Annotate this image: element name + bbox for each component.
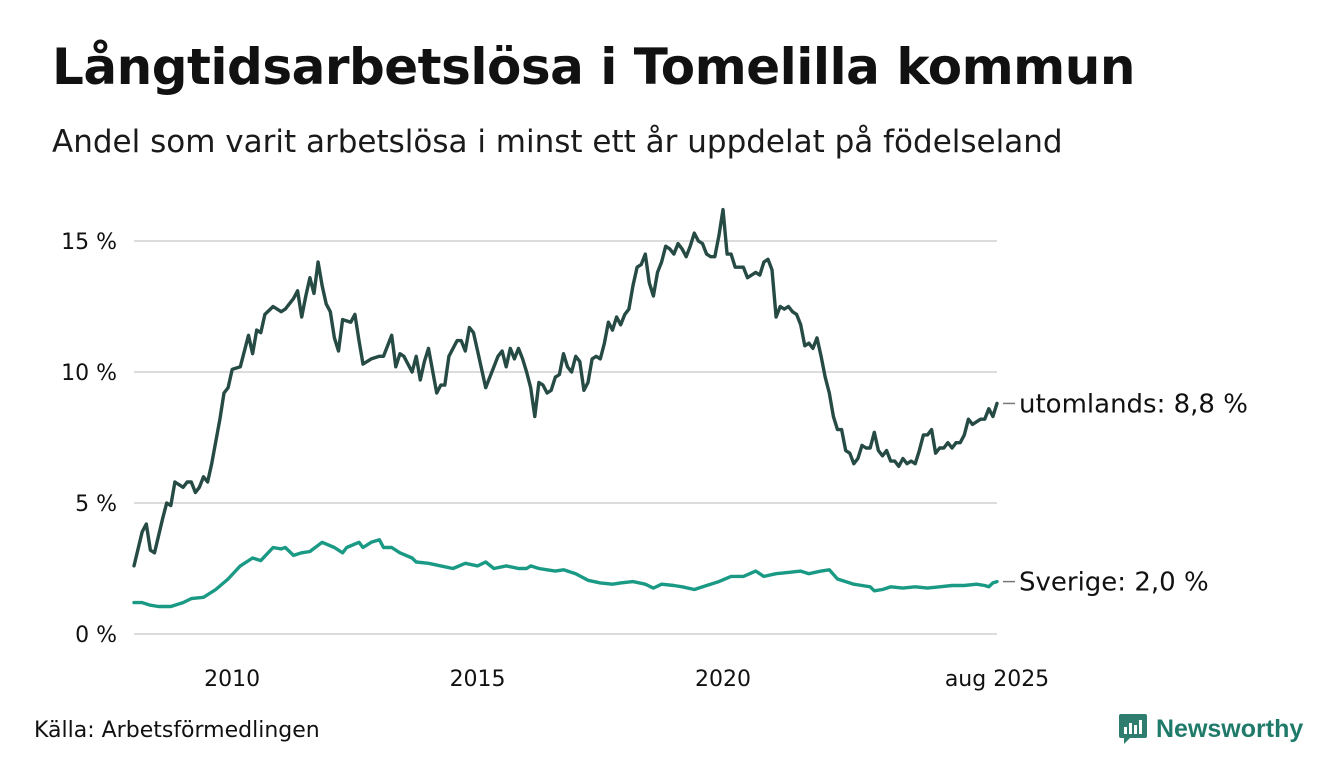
brand-name: Newsworthy (1156, 714, 1304, 743)
end-label-sverige: Sverige: 2,0 % (1019, 568, 1209, 598)
chart-subtitle: Andel som varit arbetslösa i minst ett å… (52, 124, 1063, 160)
source-note: Källa: Arbetsförmedlingen (34, 718, 320, 743)
y-tick-label: 0 % (75, 623, 117, 648)
x-tick-label: 2010 (204, 667, 260, 692)
brand-logo[interactable]: Newsworthy (1118, 712, 1303, 746)
end-label-utomlands: utomlands: 8,8 % (1019, 389, 1248, 419)
end-labels: utomlands: 8,8 % Sverige: 2,0 % (1003, 389, 1248, 598)
series-line-sverige (132, 538, 999, 609)
y-tick-label: 15 % (61, 230, 117, 255)
series-line-utomlands (132, 207, 999, 568)
newsworthy-icon (1119, 714, 1147, 744)
series-lines (132, 207, 999, 609)
chart-title: Långtidsarbetslösa i Tomelilla kommun (52, 38, 1135, 96)
x-tick-label: aug 2025 (945, 667, 1049, 692)
x-tick-label: 2020 (695, 667, 751, 692)
x-tick-label: 2015 (450, 667, 506, 692)
y-tick-label: 10 % (61, 361, 117, 386)
x-axis-tick-labels: 2010 2015 2020 aug 2025 (204, 667, 1049, 692)
grid-lines (134, 240, 997, 635)
y-tick-label: 5 % (75, 492, 117, 517)
y-axis-tick-labels: 0 % 5 % 10 % 15 % (61, 230, 117, 648)
